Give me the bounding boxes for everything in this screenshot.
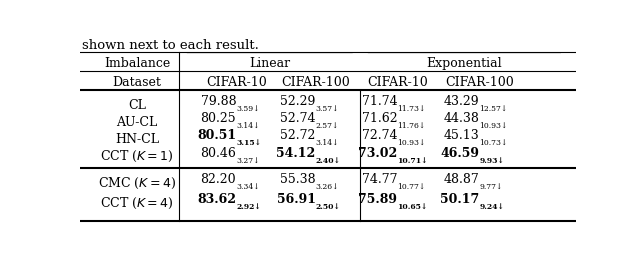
Text: 43.29: 43.29 [444,95,479,108]
Text: 83.62: 83.62 [197,194,236,206]
Text: CIFAR-10: CIFAR-10 [367,76,428,89]
Text: 44.38: 44.38 [444,112,479,125]
Text: 82.20: 82.20 [200,173,236,186]
Text: 11.73↓: 11.73↓ [397,105,426,113]
Text: 10.77↓: 10.77↓ [397,183,426,191]
Text: Linear: Linear [249,57,291,70]
Text: CCT ($K = 4$): CCT ($K = 4$) [100,196,174,211]
Text: CMC ($K = 4$): CMC ($K = 4$) [98,176,176,191]
Text: 45.13: 45.13 [444,129,479,142]
Text: 9.93↓: 9.93↓ [479,156,504,164]
Text: 2.92↓: 2.92↓ [236,203,261,211]
Text: 46.59: 46.59 [440,147,479,160]
Text: 54.12: 54.12 [276,147,316,160]
Text: 55.38: 55.38 [280,173,316,186]
Text: 3.14↓: 3.14↓ [316,139,339,147]
Text: 71.62: 71.62 [362,112,397,125]
Text: 10.65↓: 10.65↓ [397,203,428,211]
Text: 80.51: 80.51 [197,129,236,142]
Text: 10.93↓: 10.93↓ [397,139,426,147]
Text: 9.77↓: 9.77↓ [479,183,502,191]
Text: 3.14↓: 3.14↓ [236,122,260,130]
Text: 56.91: 56.91 [276,194,316,206]
Text: 79.88: 79.88 [200,95,236,108]
Text: 11.76↓: 11.76↓ [397,122,426,130]
Text: 52.74: 52.74 [280,112,316,125]
Text: CL: CL [128,99,146,112]
Text: 3.34↓: 3.34↓ [236,183,260,191]
Text: shown next to each result.: shown next to each result. [83,39,259,52]
Text: 71.74: 71.74 [362,95,397,108]
Text: 10.73↓: 10.73↓ [479,139,508,147]
Text: 3.27↓: 3.27↓ [236,156,260,164]
Text: Imbalance: Imbalance [104,57,170,70]
Text: 10.93↓: 10.93↓ [479,122,508,130]
Text: 48.87: 48.87 [444,173,479,186]
Text: AU-CL: AU-CL [116,116,157,129]
Text: 3.15↓: 3.15↓ [236,139,261,147]
Text: CIFAR-10: CIFAR-10 [206,76,267,89]
Text: 3.59↓: 3.59↓ [236,105,260,113]
Text: 2.57↓: 2.57↓ [316,122,339,130]
Text: HN-CL: HN-CL [115,133,159,146]
Text: 50.17: 50.17 [440,194,479,206]
Text: Exponential: Exponential [427,57,502,70]
Text: 2.50↓: 2.50↓ [316,203,340,211]
Text: 9.24↓: 9.24↓ [479,203,504,211]
Text: 52.29: 52.29 [280,95,316,108]
Text: CIFAR-100: CIFAR-100 [281,76,350,89]
Text: 75.89: 75.89 [358,194,397,206]
Text: 2.40↓: 2.40↓ [316,156,340,164]
Text: 72.74: 72.74 [362,129,397,142]
Text: Dataset: Dataset [113,76,161,89]
Text: 74.77: 74.77 [362,173,397,186]
Text: 3.26↓: 3.26↓ [316,183,339,191]
Text: 10.71↓: 10.71↓ [397,156,428,164]
Text: 3.57↓: 3.57↓ [316,105,339,113]
Text: 80.25: 80.25 [200,112,236,125]
Text: 52.72: 52.72 [280,129,316,142]
Text: 73.02: 73.02 [358,147,397,160]
Text: 12.57↓: 12.57↓ [479,105,508,113]
Text: CCT ($K = 1$): CCT ($K = 1$) [100,149,174,164]
Text: CIFAR-100: CIFAR-100 [445,76,514,89]
Text: 80.46: 80.46 [200,147,236,160]
